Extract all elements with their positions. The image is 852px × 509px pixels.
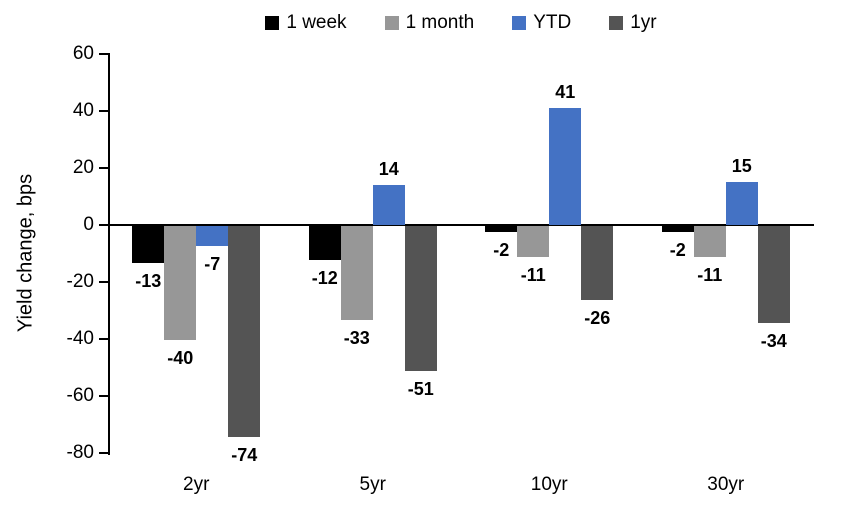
bar-10yr-ytd xyxy=(549,108,582,225)
bar-10yr-1yr xyxy=(581,226,614,301)
data-label: -12 xyxy=(311,268,338,289)
y-axis-tick xyxy=(99,167,110,169)
legend-label: YTD xyxy=(533,12,572,33)
y-axis-tick xyxy=(99,224,110,226)
bar-2yr-ytd xyxy=(196,226,229,246)
y-axis-tick xyxy=(99,452,110,454)
bar-30yr-1-month xyxy=(693,226,726,258)
legend-swatch-icon xyxy=(265,16,280,30)
legend-item-1-week: 1 week xyxy=(265,12,347,34)
data-label: -51 xyxy=(407,379,434,400)
y-axis-tick xyxy=(99,338,110,340)
legend-label: 1 week xyxy=(286,12,347,33)
bar-10yr-1-week xyxy=(485,226,518,232)
data-label: -74 xyxy=(231,444,258,465)
zero-baseline xyxy=(108,224,814,226)
legend-item-1yr: 1yr xyxy=(609,12,657,34)
category-label-10yr: 10yr xyxy=(530,474,568,495)
data-label: -33 xyxy=(343,328,370,349)
bar-5yr-ytd xyxy=(372,185,405,225)
data-label: -2 xyxy=(493,239,510,260)
y-axis-tick-label: 20 xyxy=(72,157,94,178)
bar-2yr-1yr xyxy=(228,226,261,437)
data-label: 41 xyxy=(555,82,576,103)
bar-30yr-ytd xyxy=(725,182,758,225)
y-axis-line xyxy=(108,54,110,455)
bar-2yr-1-month xyxy=(164,226,197,340)
y-axis-title: Yield change, bps xyxy=(14,173,37,333)
legend-item-1-month: 1 month xyxy=(384,12,475,34)
y-axis-tick xyxy=(99,110,110,112)
data-label: -26 xyxy=(584,308,611,329)
category-label-30yr: 30yr xyxy=(707,474,745,495)
data-label: -11 xyxy=(520,265,546,286)
bar-10yr-1-month xyxy=(517,226,550,258)
y-axis-tick-label: -80 xyxy=(66,442,94,463)
y-axis-tick-label: -40 xyxy=(66,328,94,349)
bar-5yr-1-month xyxy=(340,226,373,321)
y-axis-tick-label: 0 xyxy=(83,214,94,235)
data-label: -11 xyxy=(697,265,723,286)
data-label: -40 xyxy=(167,348,194,368)
data-label: -2 xyxy=(669,239,686,260)
legend-swatch-icon xyxy=(384,16,399,30)
data-label: -13 xyxy=(135,271,162,292)
bar-5yr-1yr xyxy=(404,226,437,372)
y-axis-tick-label: -20 xyxy=(66,271,94,292)
legend-swatch-icon xyxy=(609,16,624,30)
bar-30yr-1-week xyxy=(661,226,694,232)
bar-30yr-1yr xyxy=(757,226,790,323)
legend-label: 1yr xyxy=(630,12,657,33)
y-axis-tick-label: -60 xyxy=(66,385,94,406)
y-axis-tick xyxy=(99,53,110,55)
legend-item-ytd: YTD xyxy=(512,12,571,34)
y-axis-tick-label: 60 xyxy=(72,43,94,64)
legend-label: 1 month xyxy=(405,12,475,33)
data-label: -7 xyxy=(204,253,221,274)
y-axis-tick-label: 40 xyxy=(72,100,94,121)
data-label: 14 xyxy=(378,159,399,180)
data-label: -34 xyxy=(760,330,787,351)
bar-5yr-1-week xyxy=(308,226,341,261)
legend: 1 week 1 month YTD 1yr xyxy=(108,12,814,34)
data-label: 15 xyxy=(731,156,752,177)
legend-swatch-icon xyxy=(512,16,527,30)
category-label-5yr: 5yr xyxy=(359,474,386,495)
category-label-2yr: 2yr xyxy=(183,474,210,495)
y-axis-tick xyxy=(99,281,110,283)
y-axis-tick xyxy=(99,395,110,397)
bar-2yr-1-week xyxy=(132,226,165,264)
